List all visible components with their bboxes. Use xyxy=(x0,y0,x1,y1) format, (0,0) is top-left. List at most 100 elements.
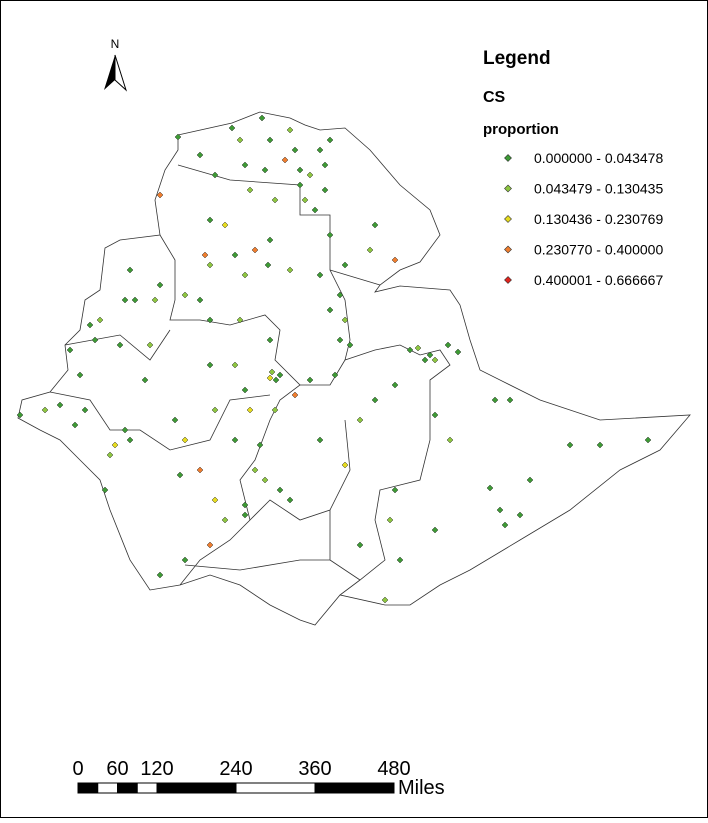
scale-unit: Miles xyxy=(398,777,445,799)
sample-point xyxy=(156,281,164,289)
sample-point xyxy=(256,441,264,449)
sample-point xyxy=(206,361,214,369)
sample-point xyxy=(491,396,499,404)
sample-point xyxy=(111,441,119,449)
sample-point xyxy=(231,251,239,259)
sample-point xyxy=(406,346,414,354)
legend-label: 0.130436 - 0.230769 xyxy=(534,211,663,227)
scale-segment xyxy=(136,782,158,794)
sample-point xyxy=(271,406,279,414)
sample-point xyxy=(286,496,294,504)
scale-segment xyxy=(117,782,138,794)
sample-point xyxy=(176,471,184,479)
sample-point xyxy=(266,136,274,144)
sample-point xyxy=(126,266,134,274)
sample-point xyxy=(231,436,239,444)
sample-point xyxy=(526,476,534,484)
sample-point xyxy=(391,381,399,389)
sample-point xyxy=(396,556,404,564)
sample-point xyxy=(101,486,109,494)
scale-label: 0 xyxy=(72,758,83,780)
sample-point xyxy=(236,136,244,144)
sample-point xyxy=(336,291,344,299)
ethiopia-border xyxy=(17,111,691,626)
sample-point xyxy=(516,511,524,519)
sample-point xyxy=(174,133,182,141)
sample-point xyxy=(341,316,349,324)
scale-segment xyxy=(314,782,395,794)
sample-point xyxy=(181,556,189,564)
sample-point xyxy=(156,191,164,199)
sample-point xyxy=(76,371,84,379)
sample-point xyxy=(66,346,74,354)
sample-point xyxy=(426,351,434,359)
sample-point xyxy=(431,356,439,364)
legend-layer: CS xyxy=(483,89,506,106)
sample-point xyxy=(291,146,299,154)
sample-point xyxy=(306,171,314,179)
sample-point xyxy=(486,484,494,492)
sample-point xyxy=(421,356,429,364)
sample-point xyxy=(91,336,99,344)
sample-point xyxy=(16,411,24,419)
sample-point xyxy=(241,501,249,509)
sample-point xyxy=(221,221,229,229)
sample-point xyxy=(206,316,214,324)
sample-point xyxy=(444,341,452,349)
sample-point xyxy=(346,341,354,349)
sample-point xyxy=(261,476,269,484)
sample-point xyxy=(266,336,274,344)
scale-label: 120 xyxy=(140,758,173,780)
sample-point xyxy=(211,496,219,504)
sample-point xyxy=(386,516,394,524)
sample-point xyxy=(241,511,249,519)
sample-point xyxy=(121,296,129,304)
sample-point xyxy=(211,171,219,179)
sample-point xyxy=(326,306,334,314)
legend-label: 0.043479 - 0.130435 xyxy=(534,181,663,197)
sample-point xyxy=(264,261,272,269)
sample-point xyxy=(296,181,304,189)
sample-point xyxy=(276,486,284,494)
sample-point xyxy=(644,436,652,444)
sample-point xyxy=(566,441,574,449)
sample-point xyxy=(86,321,94,329)
sample-point xyxy=(71,421,79,429)
north-label: N xyxy=(111,37,120,51)
sample-point xyxy=(116,341,124,349)
sample-point xyxy=(211,406,219,414)
sample-point xyxy=(316,271,324,279)
legend-swatch xyxy=(504,184,512,193)
legend-swatch xyxy=(504,276,512,284)
sample-point xyxy=(286,126,294,134)
sample-point xyxy=(181,291,189,299)
legend-field: proportion xyxy=(483,121,559,138)
region-boundary xyxy=(184,269,381,581)
sample-point xyxy=(331,371,339,379)
sample-point xyxy=(391,256,399,264)
scale-segment xyxy=(77,782,99,794)
arrow-half xyxy=(104,55,115,90)
sample-point xyxy=(341,261,349,269)
sample-points xyxy=(16,114,652,604)
sample-point xyxy=(96,316,104,324)
sample-point xyxy=(201,251,209,259)
sample-point xyxy=(228,124,236,132)
sample-point xyxy=(381,596,389,604)
sample-point xyxy=(196,296,204,304)
sample-point xyxy=(121,426,129,434)
sample-point xyxy=(596,441,604,449)
sample-point xyxy=(271,196,279,204)
sample-point xyxy=(126,436,134,444)
sample-point xyxy=(258,114,266,122)
north-arrow: N xyxy=(104,37,128,92)
sample-point xyxy=(286,266,294,274)
sample-point xyxy=(251,246,259,254)
sample-point xyxy=(246,406,254,414)
sample-point xyxy=(236,316,244,324)
sample-point xyxy=(241,271,249,279)
legend-label: 0.230770 - 0.400000 xyxy=(534,242,663,258)
